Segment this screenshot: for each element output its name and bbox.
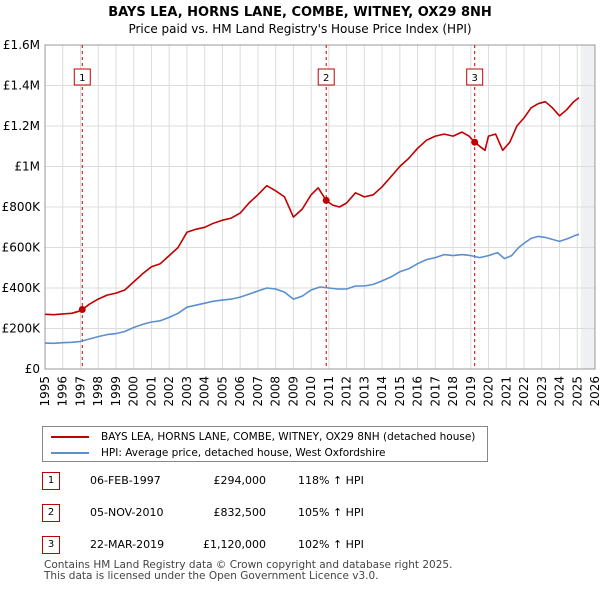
chart-subtitle: Price paid vs. HM Land Registry's House … [128,22,472,36]
chart-title: BAYS LEA, HORNS LANE, COMBE, WITNEY, OX2… [108,5,492,20]
x-tick-label: 2015 [393,376,407,407]
sale-marker-badge: 1 [42,472,60,490]
x-tick-label: 2024 [553,376,567,407]
x-tick-label: 2014 [375,376,389,407]
x-tick-label: 2023 [535,376,549,407]
sale-marker-label: 1 [79,73,85,84]
y-tick-label: £1.4M [3,79,40,93]
x-tick-label: 2017 [428,376,442,407]
x-tick-label: 2011 [322,376,336,407]
sale-row: 2 05-NOV-2010 £832,500 105% ↑ HPI [42,504,542,522]
x-tick-label: 2022 [517,376,531,407]
sale-row: 1 06-FEB-1997 £294,000 118% ↑ HPI [42,472,542,490]
y-tick-label: £1.6M [3,38,40,52]
sale-marker-label: 3 [472,73,478,84]
y-tick-label: £0 [25,362,40,376]
footer-attribution: Contains HM Land Registry data © Crown c… [44,560,452,582]
sale-date: 22-MAR-2019 [90,538,165,551]
y-tick-label: £200K [2,322,42,336]
y-tick-label: £1M [14,160,40,174]
sale-point [78,305,86,313]
x-tick-label: 2000 [127,376,141,407]
x-tick-label: 2012 [340,376,354,407]
sale-hpi-change: 118% ↑ HPI [298,474,364,487]
sale-hpi-change: 102% ↑ HPI [298,538,364,551]
hpi-line [44,233,580,345]
sale-marker-badge: 3 [42,536,60,554]
y-tick-label: £600K [2,241,42,255]
x-tick-label: 2003 [180,376,194,407]
x-tick-label: 2004 [198,376,212,407]
legend: BAYS LEA, HORNS LANE, COMBE, WITNEY, OX2… [42,426,488,462]
legend-label-hpi: HPI: Average price, detached house, West… [101,447,386,459]
x-tick-label: 1996 [56,376,70,407]
x-tick-label: 2020 [482,376,496,407]
sale-date: 06-FEB-1997 [90,474,161,487]
x-tick-label: 2025 [570,376,584,407]
sale-point [471,138,479,146]
footer-line-copyright: Contains HM Land Registry data © Crown c… [44,559,453,571]
price-paid-line [44,96,580,316]
sale-marker-badge: 2 [42,504,60,522]
sale-marker-box [317,68,335,86]
y-tick-label: £400K [2,281,42,295]
sale-price: £832,500 [213,506,267,519]
x-tick-label: 2016 [411,376,425,407]
sale-marker-box [73,68,91,86]
x-tick-label: 2013 [357,376,371,407]
x-tick-label: 1997 [73,376,87,407]
sale-marker-label: 2 [323,73,329,84]
x-tick-label: 1995 [38,376,52,407]
x-tick-label: 1998 [91,376,105,407]
plot-border [44,44,596,370]
price-chart: £0 £200K £400K £600K £800K £1M £1.2M £1.4M £1.6M… [2,38,600,407]
sale-price: £294,000 [213,474,267,487]
x-tick-label: 2008 [269,376,283,407]
sale-marker-box [466,68,484,86]
sale-date: 05-NOV-2010 [90,506,164,519]
legend-item-hpi: HPI: Average price, detached house, West… [51,445,386,461]
legend-item-price-paid: BAYS LEA, HORNS LANE, COMBE, WITNEY, OX2… [51,429,475,445]
y-tick-label: £800K [2,200,42,214]
legend-swatch-hpi [51,452,89,454]
sale-price: £1,120,000 [203,538,266,551]
sale-row: 3 22-MAR-2019 £1,120,000 102% ↑ HPI [42,536,542,554]
y-tick-label: £1.2M [3,119,40,133]
x-tick-label: 2006 [233,376,247,407]
x-tick-label: 2002 [162,376,176,407]
x-tick-label: 1999 [109,376,123,407]
x-tick-label: 2007 [251,376,265,407]
x-tick-label: 2010 [304,376,318,407]
legend-label-price-paid: BAYS LEA, HORNS LANE, COMBE, WITNEY, OX2… [101,431,476,443]
x-tick-label: 2018 [446,376,460,407]
x-tick-label: 2019 [464,376,478,407]
x-tick-label: 2026 [588,376,600,407]
x-tick-label: 2001 [144,376,158,407]
sale-point [322,196,330,204]
footer-line-licence: This data is licensed under the Open Gov… [44,570,379,582]
x-tick-label: 2005 [215,376,229,407]
x-tick-label: 2009 [286,376,300,407]
x-tick-label: 2021 [499,376,513,407]
sale-hpi-change: 105% ↑ HPI [298,506,364,519]
legend-swatch-price-paid [51,436,89,438]
